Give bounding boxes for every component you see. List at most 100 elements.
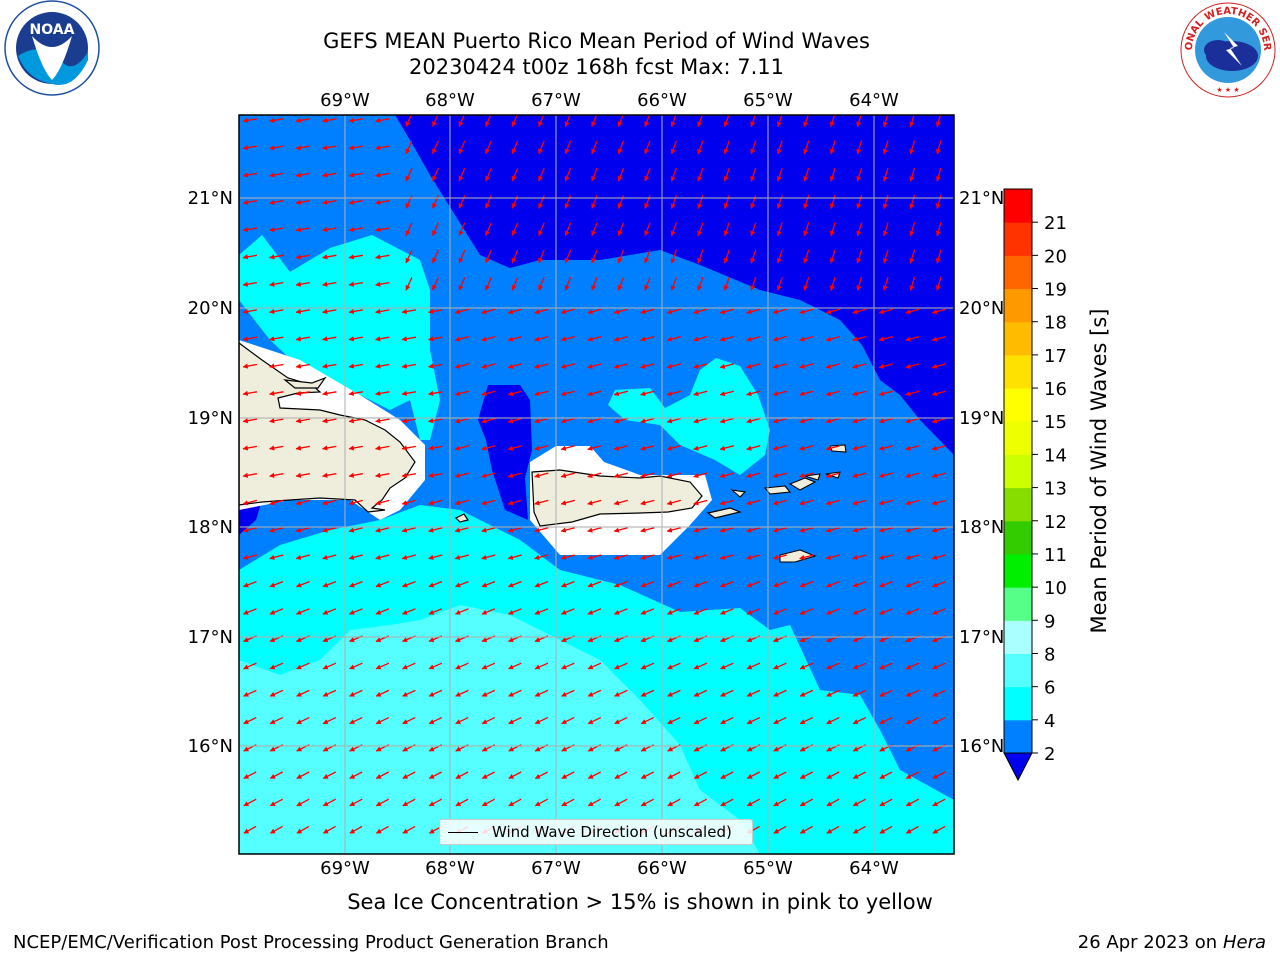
lat-lon-grid	[239, 115, 954, 854]
wave-direction-arrow	[905, 662, 920, 670]
wave-direction-arrow	[560, 499, 575, 506]
colorbar-tick-label: 13	[1044, 479, 1067, 500]
wave-direction-arrow	[882, 249, 889, 264]
wave-direction-arrow	[375, 390, 390, 396]
wave-direction-arrow	[746, 608, 761, 615]
wave-direction-arrow	[932, 771, 946, 779]
wave-direction-arrow	[587, 363, 602, 369]
wave-direction-arrow	[587, 771, 601, 779]
wave-direction-arrow	[614, 771, 628, 779]
wave-direction-arrow	[269, 227, 284, 233]
wave-direction-arrow	[879, 662, 893, 670]
wave-direction-arrow	[773, 580, 787, 588]
lon-label: 65°W	[743, 90, 793, 111]
deep-blue-north	[395, 115, 954, 455]
wave-direction-arrow	[322, 527, 337, 533]
wave-direction-arrow	[931, 472, 946, 479]
wave-direction-arrow	[772, 363, 787, 369]
wave-direction-arrow	[772, 499, 787, 506]
map-field	[239, 115, 954, 854]
wave-direction-arrow	[640, 689, 655, 697]
wave-direction-arrow	[750, 249, 757, 264]
wave-direction-arrow	[746, 798, 761, 807]
wave-direction-arrow	[538, 140, 545, 155]
wave-direction-arrow	[905, 363, 920, 369]
footer-host: Hera	[1222, 932, 1266, 953]
wave-direction-arrow	[322, 717, 337, 725]
wave-direction-arrow	[772, 417, 787, 424]
wave-direction-arrow	[878, 308, 893, 315]
wave-direction-arrow	[723, 276, 730, 291]
wave-direction-arrow	[825, 417, 840, 424]
wave-direction-arrow	[322, 798, 337, 807]
wave-direction-arrow	[905, 527, 920, 533]
wave-direction-arrow	[401, 472, 417, 478]
wave-direction-arrow	[829, 249, 836, 264]
wave-direction-arrow	[932, 798, 946, 807]
wave-direction-arrow	[511, 140, 519, 155]
wave-direction-arrow	[402, 689, 416, 697]
wave-direction-arrow	[349, 798, 363, 807]
wave-direction-arrow	[614, 662, 628, 670]
wave-direction-arrow	[349, 580, 363, 588]
wave-direction-arrow	[799, 825, 813, 834]
wave-direction-arrow	[826, 608, 840, 615]
wave-direction-arrow	[455, 717, 469, 725]
wave-direction-arrow	[693, 554, 708, 560]
wave-direction-arrow	[640, 363, 655, 369]
wave-direction-arrow	[909, 167, 916, 182]
colorbar-tick-label: 6	[1044, 678, 1055, 699]
colorbar-segment	[1004, 321, 1032, 356]
wave-direction-arrow	[773, 662, 787, 670]
wave-direction-arrow	[242, 281, 258, 287]
wave-direction-arrow	[856, 222, 863, 237]
lat-labels-left: 21°N 20°N 19°N 18°N 17°N 16°N	[188, 188, 233, 757]
colorbar-tick-label: 8	[1044, 644, 1055, 665]
wave-direction-arrow	[878, 472, 893, 479]
nws-logo: NATIONAL WEATHER SERVICE ★ ★ ★	[1178, 0, 1276, 98]
wave-direction-arrow	[560, 527, 575, 533]
wave-direction-arrow	[375, 717, 390, 725]
wave-direction-arrow	[481, 717, 496, 725]
wave-direction-arrow	[401, 527, 416, 533]
wave-direction-arrow	[481, 335, 496, 342]
wave-direction-arrow	[825, 335, 840, 342]
colorbar-tick-label: 14	[1044, 445, 1067, 466]
wave-direction-arrow	[613, 472, 628, 479]
wave-direction-arrow	[826, 662, 840, 670]
wave-direction-arrow	[534, 390, 549, 397]
wave-direction-arrow	[670, 249, 678, 264]
wave-direction-arrow	[269, 445, 284, 451]
wave-direction-arrow	[640, 499, 655, 506]
lat-label: 19°N	[188, 408, 233, 429]
wave-direction-arrow	[829, 167, 836, 182]
wave-direction-arrow	[799, 554, 814, 560]
wave-direction-arrow	[852, 472, 867, 479]
wave-direction-arrow	[564, 249, 572, 264]
lat-label: 18°N	[188, 517, 233, 538]
wave-direction-arrow	[772, 527, 787, 533]
wave-direction-arrow	[564, 222, 572, 237]
wave-direction-arrow	[776, 276, 783, 291]
colorbar-segment	[1004, 255, 1032, 290]
lat-labels-right: 21°N 20°N 19°N 18°N 17°N 16°N	[959, 188, 1004, 757]
wave-direction-arrow	[587, 798, 602, 807]
wave-direction-arrow	[348, 117, 364, 123]
wave-direction-arrow	[905, 798, 920, 807]
wave-direction-arrow	[455, 689, 469, 697]
colorbar-tick-label: 2	[1044, 744, 1055, 765]
wave-direction-arrow	[852, 825, 866, 834]
wave-direction-arrow	[428, 418, 443, 424]
wave-direction-arrow	[375, 199, 390, 205]
wave-direction-arrow	[667, 580, 681, 588]
wave-direction-arrow	[322, 771, 336, 779]
wave-direction-arrow	[640, 527, 655, 533]
wave-direction-arrow	[561, 689, 575, 697]
wave-direction-arrow	[454, 445, 469, 451]
wave-direction-arrow	[666, 417, 681, 424]
wave-direction-arrow	[296, 662, 310, 670]
wave-direction-arrow	[243, 771, 257, 779]
wave-direction-arrow	[932, 825, 946, 834]
wave-direction-arrow	[348, 472, 364, 478]
wave-direction-arrow	[746, 308, 761, 315]
